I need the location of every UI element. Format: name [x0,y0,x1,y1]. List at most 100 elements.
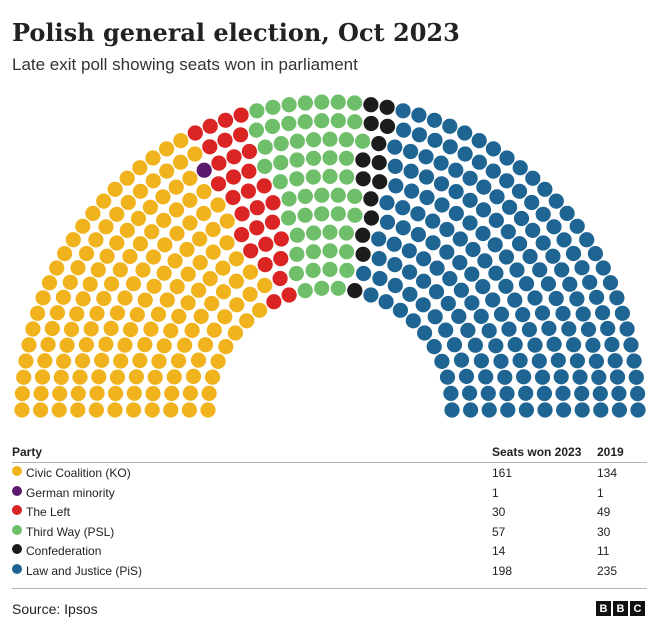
seat-dot [339,169,355,185]
seat-dot [128,369,144,385]
seat-dot [181,402,197,418]
seat-dot [202,118,218,134]
seat-dot [439,221,455,238]
seat-dot [150,306,167,322]
seat-dot [448,205,464,222]
seat-dot [281,210,297,226]
seat-dot [89,305,105,322]
seat-dot [264,118,281,134]
seat-dot [478,369,494,385]
seat-dot [322,243,338,259]
seat-dot [107,181,123,197]
seat-dot [607,353,623,369]
seat-dot [229,297,245,313]
seat-dot [536,385,553,402]
seat-dot [37,353,53,369]
seat-dot [83,321,99,337]
seat-dot [75,291,91,307]
seat-dot [51,402,67,418]
party-name: The Left [26,505,71,519]
seat-dot [518,385,534,401]
seat-dot [372,270,388,287]
seat-dot [537,402,553,418]
seat-dot [574,385,590,402]
seat-dot [477,253,493,269]
seat-dot [132,183,149,199]
seat-dot [88,402,104,418]
seat-dot [25,321,41,337]
seat-dot [580,321,597,337]
seat-dot [322,261,338,277]
seat-dot [112,262,128,278]
seat-dot [524,194,540,211]
seat-dot [126,402,142,418]
seat-dot [70,402,86,418]
seat-dot [604,336,620,353]
seats-2019-value: 30 [597,524,611,539]
seat-dot [265,99,281,115]
seat-dot [485,163,501,179]
seat-dot [21,337,37,353]
seats-2019-value: 134 [597,466,618,480]
seat-dot [522,248,538,265]
seat-dot [387,277,403,294]
seat-dot [502,199,518,215]
seats-2019-value: 11 [597,544,610,558]
seat-dot [289,227,305,243]
seat-dot [145,150,161,166]
seat-dot [187,146,203,162]
seat-dot [167,253,183,269]
seat-dot [500,224,516,240]
seat-dot [462,215,478,231]
seat-dot [272,270,288,287]
seats-2019-value: 235 [597,563,618,578]
party-name: Law and Justice (PiS) [26,563,143,578]
seat-dot [96,290,112,307]
seat-dot [498,278,514,294]
seat-dot [205,221,221,238]
seat-dot [226,149,242,165]
seat-dot [371,136,387,152]
seats-2019-value: 49 [597,505,611,519]
seat-dot [363,210,379,226]
seat-dot [500,402,516,418]
seat-dot [119,170,135,186]
seat-dot [218,339,234,355]
party-name: Civic Coalition (KO) [26,466,131,480]
seat-dot [473,308,489,324]
seat-dot [53,369,69,385]
seat-dot [146,278,162,294]
seat-dot [585,337,601,353]
seat-dot [225,169,242,185]
party-color-swatch [12,524,22,535]
seat-dot [582,274,598,290]
seat-dot [135,262,151,278]
seat-dot [233,107,249,123]
seat-dot [565,245,582,262]
seat-dot [145,386,161,402]
chart-subtitle: Late exit poll showing seats won in parl… [12,55,358,74]
seat-dot [184,322,200,338]
seat-dot [168,202,185,218]
seat-dot [217,112,234,128]
seat-dot [363,115,379,132]
seat-dot [460,322,476,338]
seat-dot [72,369,88,385]
seat-dot [489,189,505,205]
seat-dot [96,193,112,209]
seat-dot [266,294,282,310]
seat-dot [132,160,148,176]
seat-dot [281,97,297,113]
seat-dot [185,368,202,384]
seat-dot [252,302,268,318]
seat-dot [44,320,60,337]
seat-dot [493,353,509,369]
seat-dot [305,169,321,185]
seat-dot [59,337,75,353]
seat-dot [507,337,523,353]
seat-dot [233,127,249,143]
seat-dot [144,224,160,240]
party-name: German minority [26,485,115,500]
seat-dot [29,305,46,321]
seat-dot [443,385,459,401]
